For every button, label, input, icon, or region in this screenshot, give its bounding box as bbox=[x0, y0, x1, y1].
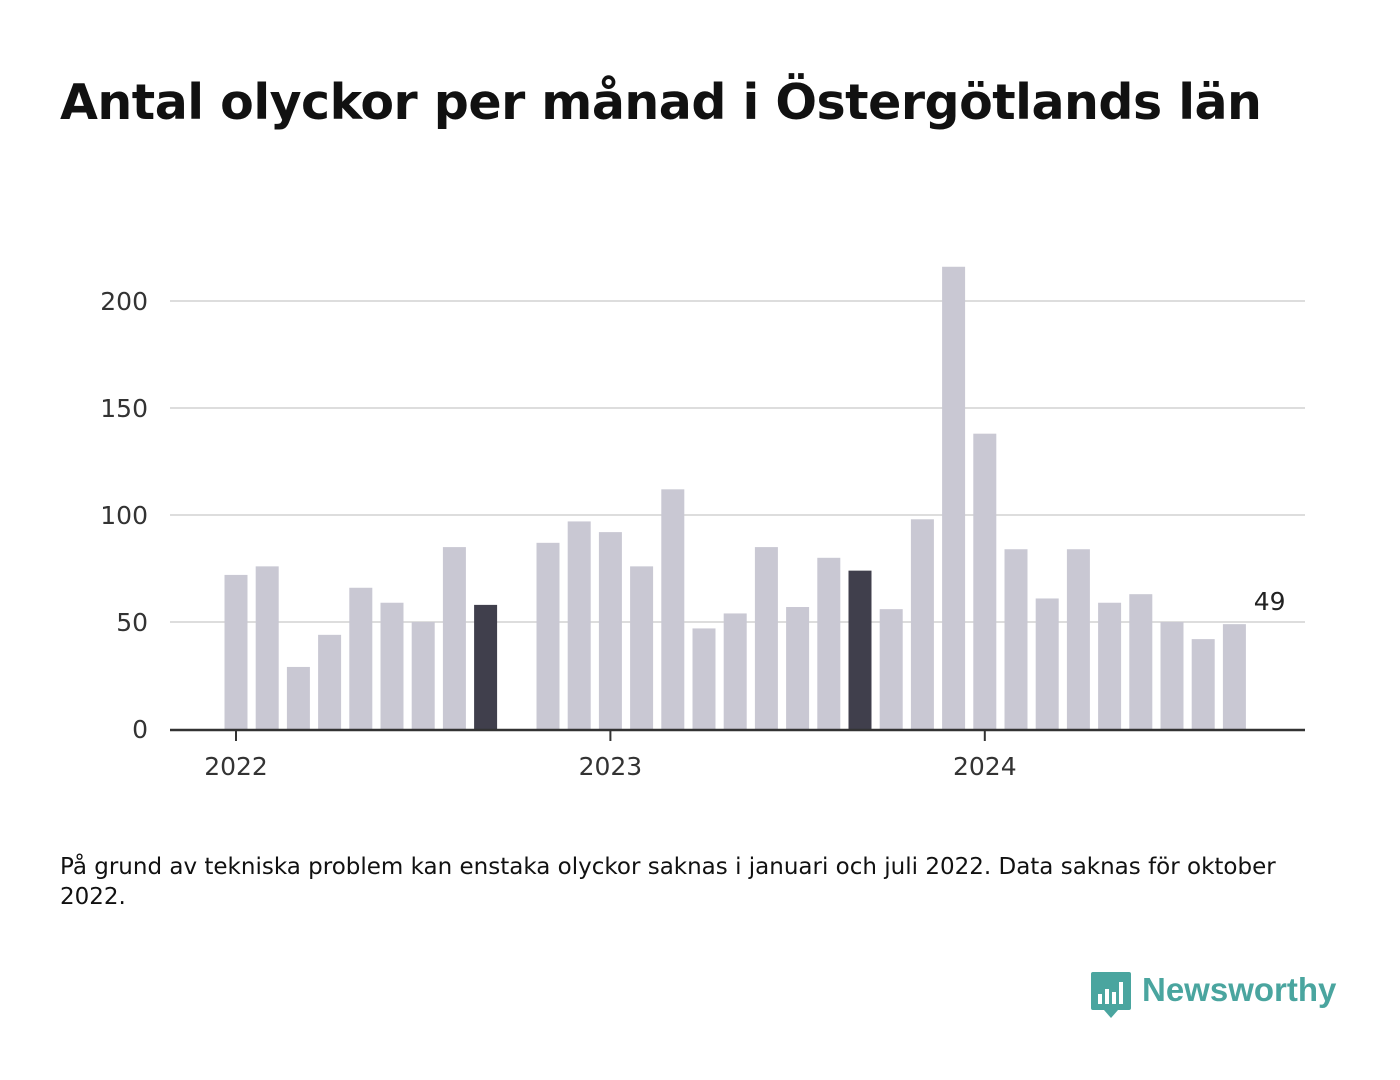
bar-2023-09 bbox=[848, 570, 872, 729]
bar-2022-03 bbox=[286, 666, 310, 729]
bar-2023-06 bbox=[754, 547, 778, 729]
y-tick-label: 150 bbox=[100, 394, 148, 423]
data-label-latest: 49 bbox=[1254, 587, 1286, 616]
bar-2022-01 bbox=[224, 574, 248, 729]
y-tick-label: 100 bbox=[100, 501, 148, 530]
bar-2023-11 bbox=[910, 519, 934, 729]
bar-2023-01 bbox=[598, 532, 622, 729]
bar-2023-05 bbox=[723, 613, 747, 729]
chart-title: Antal olyckor per månad i Östergötlands … bbox=[60, 74, 1262, 131]
bar-2023-04 bbox=[692, 628, 716, 729]
y-tick-label: 200 bbox=[100, 287, 148, 316]
bar-2022-08 bbox=[442, 547, 466, 729]
y-tick-label: 50 bbox=[116, 608, 148, 637]
bar-2023-02 bbox=[630, 566, 654, 729]
bar-2024-06 bbox=[1129, 594, 1153, 729]
bar-2023-12 bbox=[942, 266, 966, 729]
bar-2022-09 bbox=[474, 604, 498, 729]
x-tick-label: 2023 bbox=[579, 752, 643, 781]
axes bbox=[170, 728, 1305, 741]
bar-2024-01 bbox=[973, 433, 997, 729]
bar-2023-08 bbox=[817, 557, 841, 729]
bar-2022-07 bbox=[411, 622, 435, 729]
bars bbox=[224, 266, 1246, 729]
bar-2022-05 bbox=[349, 587, 373, 729]
bar-2023-07 bbox=[786, 607, 810, 729]
bar-2024-05 bbox=[1098, 602, 1122, 729]
bar-2024-03 bbox=[1035, 598, 1059, 729]
bar-2024-08 bbox=[1191, 639, 1215, 729]
bar-2022-02 bbox=[255, 566, 279, 729]
footnote: På grund av tekniska problem kan enstaka… bbox=[60, 854, 1276, 910]
bar-2023-10 bbox=[879, 609, 903, 729]
bar-2022-06 bbox=[380, 602, 404, 729]
bar-2022-12 bbox=[567, 521, 591, 729]
bar-2024-04 bbox=[1066, 549, 1090, 729]
labels: 0 50 100 150 200 2022 2023 2024 49 bbox=[100, 287, 1285, 781]
bar-2022-11 bbox=[536, 542, 560, 729]
y-tick-label: 0 bbox=[132, 715, 148, 744]
brand-logo[interactable]: Newsworthy bbox=[1090, 970, 1336, 1022]
bar-2022-04 bbox=[318, 634, 342, 729]
bar-2024-09 bbox=[1222, 624, 1246, 729]
bar-2023-03 bbox=[661, 489, 685, 729]
bar-chart: 0 50 100 150 200 2022 2023 2024 49 bbox=[100, 266, 1305, 781]
x-tick-label: 2024 bbox=[953, 752, 1017, 781]
bar-2024-02 bbox=[1004, 549, 1028, 729]
newsworthy-logo-icon bbox=[1091, 972, 1131, 1018]
bar-2024-07 bbox=[1160, 622, 1184, 729]
grid-lines bbox=[170, 300, 1305, 623]
x-tick-label: 2022 bbox=[204, 752, 268, 781]
brand-name: Newsworthy bbox=[1142, 971, 1337, 1008]
